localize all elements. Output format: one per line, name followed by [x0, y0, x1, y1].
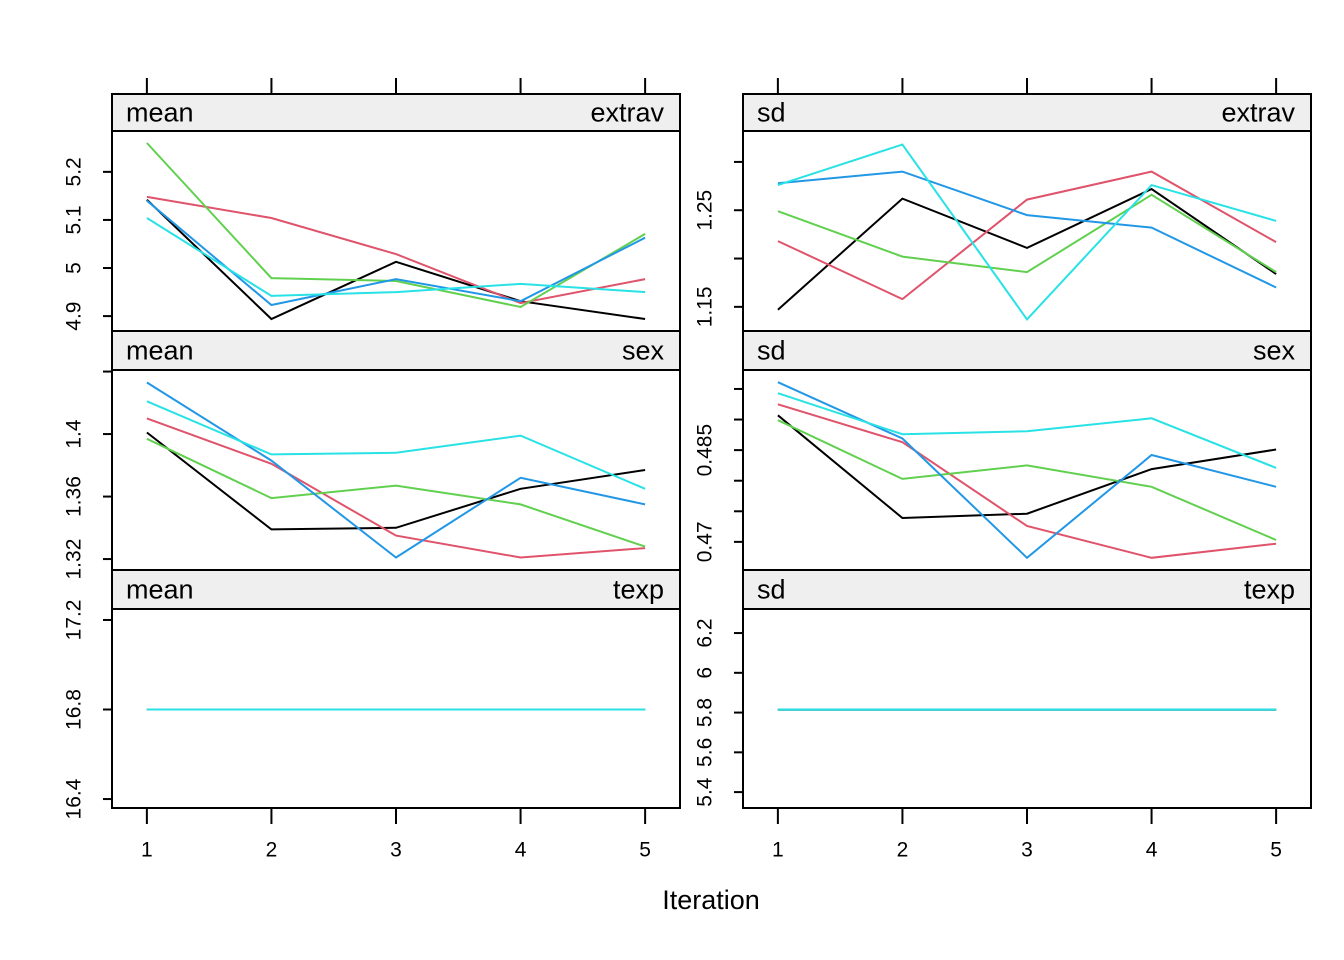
y-tick-label: 1.25 [694, 190, 717, 231]
panel-frame [742, 130, 1312, 332]
strip-label: sd [757, 336, 786, 366]
y-tick-label: 6.2 [694, 618, 717, 647]
y-tick-label: 1.4 [63, 419, 86, 449]
y-tick-label: 16.4 [63, 778, 86, 819]
strip-label: mean [126, 336, 194, 366]
series-line [146, 195, 646, 305]
panel-frame [742, 608, 1312, 809]
series-line [146, 199, 646, 307]
strip-label: mean [126, 98, 194, 128]
strip [111, 330, 681, 371]
series-line [777, 187, 1277, 311]
panel-frame [111, 130, 681, 332]
x-tick-label: 4 [1146, 839, 1158, 862]
x-tick-label: 2 [266, 839, 278, 862]
series-line [777, 193, 1277, 274]
series-line [777, 170, 1277, 289]
y-tick-label: 1.15 [694, 286, 717, 327]
series-line [146, 400, 646, 490]
panel-frame [111, 369, 681, 571]
series-line [146, 217, 646, 297]
strip-label: sd [757, 575, 786, 605]
strip-label: mean [126, 575, 194, 605]
series-line [777, 170, 1277, 301]
strip-label: sex [1253, 336, 1296, 366]
y-tick-label: 16.8 [63, 689, 86, 730]
series-line [146, 198, 646, 321]
strip [742, 569, 1312, 610]
y-tick-label: 5.1 [63, 205, 86, 234]
strip [742, 330, 1312, 371]
series-line [777, 381, 1277, 560]
strip [111, 93, 681, 132]
series-line [777, 419, 1277, 541]
y-tick-label: 5 [63, 262, 86, 274]
strip-label: sd [757, 98, 786, 128]
strip-label: texp [1244, 575, 1295, 605]
x-tick-label: 1 [141, 839, 153, 862]
x-tick-label: 4 [515, 839, 527, 862]
x-tick-label: 5 [1270, 839, 1282, 862]
x-tick-label: 2 [897, 839, 909, 862]
panel-frame [742, 369, 1312, 571]
series-line [777, 414, 1277, 520]
series-line [146, 381, 646, 559]
series-line [146, 437, 646, 548]
series-line [777, 403, 1277, 559]
y-tick-label: 0.47 [694, 521, 717, 562]
series-line [146, 417, 646, 559]
series-line [777, 143, 1277, 321]
y-tick-label: 0.485 [694, 424, 717, 477]
y-tick-label: 17.2 [63, 600, 86, 641]
x-tick-label: 5 [639, 839, 651, 862]
y-tick-label: 6 [694, 667, 717, 679]
x-tick-label: 3 [1021, 839, 1033, 862]
y-tick-label: 1.32 [63, 539, 86, 580]
strip [111, 569, 681, 610]
strip-label: sex [622, 336, 665, 366]
strip-label: extrav [590, 98, 664, 128]
series-line [777, 392, 1277, 469]
series-line [146, 431, 646, 531]
y-tick-label: 5.2 [63, 157, 86, 186]
x-tick-label: 1 [772, 839, 784, 862]
y-tick-label: 5.6 [694, 738, 717, 767]
strip-label: extrav [1221, 98, 1295, 128]
x-tick-label: 3 [390, 839, 402, 862]
strip-label: texp [613, 575, 664, 605]
y-tick-label: 1.36 [63, 476, 86, 517]
y-tick-label: 4.9 [63, 301, 86, 330]
series-line [146, 142, 646, 309]
y-tick-label: 5.8 [694, 698, 717, 727]
x-axis-label: Iteration [662, 885, 760, 915]
y-tick-label: 5.4 [694, 777, 717, 807]
